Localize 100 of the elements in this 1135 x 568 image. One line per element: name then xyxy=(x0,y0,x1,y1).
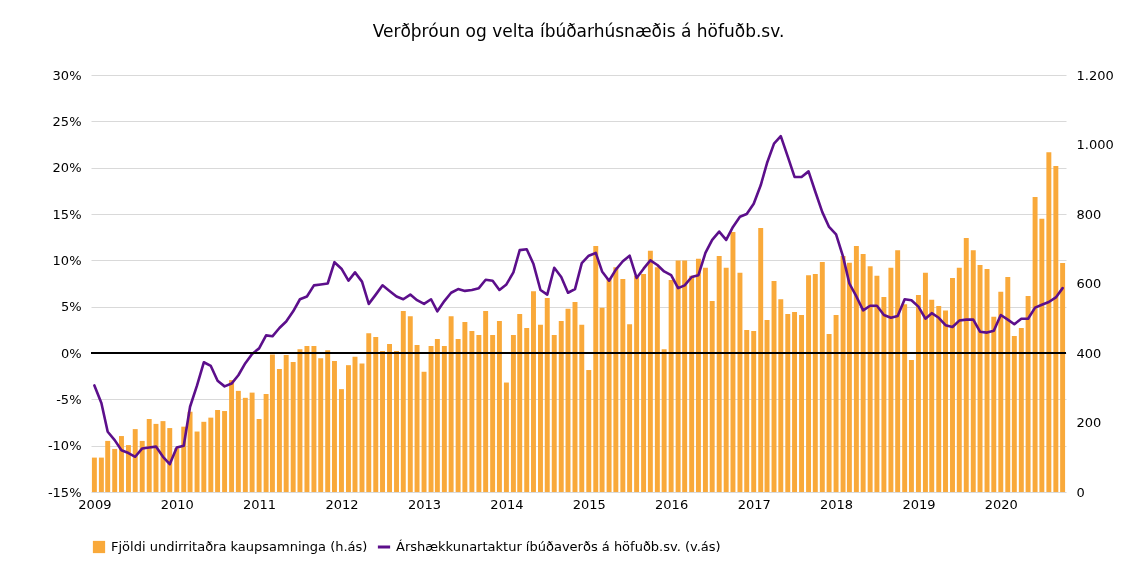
bar xyxy=(174,448,180,492)
bar xyxy=(826,333,832,492)
y2-tick-label: 400 xyxy=(1076,345,1102,361)
bar xyxy=(400,310,406,492)
bar xyxy=(414,345,420,492)
bar xyxy=(716,256,722,492)
bar xyxy=(229,380,235,492)
bar xyxy=(167,428,173,492)
bar xyxy=(407,316,413,492)
bar xyxy=(744,330,750,492)
bar xyxy=(235,390,241,492)
bar xyxy=(819,261,825,492)
bar xyxy=(806,275,812,492)
bar xyxy=(558,321,564,492)
bar xyxy=(627,324,633,492)
bar xyxy=(812,274,818,492)
bar xyxy=(950,277,955,492)
bar xyxy=(222,411,228,492)
x-tick-label: 2016 xyxy=(655,496,689,512)
bar xyxy=(661,349,667,492)
bar xyxy=(544,298,550,492)
chart-title: Verðþróun og velta íbúðarhúsnæðis á höfuðb.sv. xyxy=(372,21,785,41)
bar xyxy=(751,331,757,492)
bar xyxy=(448,316,454,492)
bar xyxy=(394,350,399,492)
line-series xyxy=(93,134,1064,466)
bar xyxy=(586,370,592,492)
y-tick-label: 0% xyxy=(60,345,82,361)
bar xyxy=(215,409,221,492)
x-tick-label: 2013 xyxy=(408,496,442,512)
bar xyxy=(654,267,660,492)
x-tick-label: 2010 xyxy=(160,496,194,512)
bar xyxy=(283,355,289,492)
y-tick-label: 25% xyxy=(52,113,82,129)
bar xyxy=(531,291,536,492)
y-tick-label: 15% xyxy=(52,206,82,222)
bar xyxy=(112,448,118,492)
bar xyxy=(641,274,647,492)
bar xyxy=(242,397,248,492)
x-tick-label: 2017 xyxy=(737,496,771,512)
bar xyxy=(538,324,543,492)
bar xyxy=(709,300,715,492)
x-tick-label: 2012 xyxy=(325,496,359,512)
bar xyxy=(758,227,764,492)
x-tick-label: 2015 xyxy=(572,496,606,512)
bar xyxy=(139,440,145,492)
y2-tick-label: 200 xyxy=(1076,415,1102,430)
bar xyxy=(970,250,976,492)
bar xyxy=(634,275,640,492)
bar xyxy=(524,327,530,492)
bar xyxy=(1060,263,1066,492)
bar xyxy=(146,419,152,492)
bar xyxy=(668,280,674,492)
bar xyxy=(881,297,887,492)
bar xyxy=(647,250,653,492)
bar xyxy=(888,267,894,492)
bar xyxy=(695,258,701,492)
bar xyxy=(792,312,798,492)
y2-tick-label: 800 xyxy=(1076,206,1102,222)
legend-label: Árshækkunartaktur íbúðaverðs á höfuðb.sv. (v.ás) xyxy=(396,539,721,554)
bar xyxy=(503,382,509,492)
bar xyxy=(915,294,921,492)
bar xyxy=(118,436,124,492)
bar xyxy=(1025,296,1031,492)
bar xyxy=(943,310,948,492)
y-tick-label: 30% xyxy=(52,67,82,83)
x-tick-label: 2011 xyxy=(243,496,277,512)
bar xyxy=(620,278,626,492)
bar xyxy=(799,315,805,492)
y-tick-label: 20% xyxy=(52,160,82,176)
bar xyxy=(1011,335,1017,492)
x-tick-label: 2018 xyxy=(820,496,854,512)
x-tick-label: 2020 xyxy=(984,496,1018,512)
bar xyxy=(490,334,496,492)
bar xyxy=(469,331,475,492)
bar xyxy=(963,237,969,492)
y2-tick-label: 1.000 xyxy=(1076,137,1114,152)
bar xyxy=(1005,276,1011,492)
bar xyxy=(908,359,914,492)
bar xyxy=(318,358,324,492)
y2-tick-label: 0 xyxy=(1076,484,1085,500)
bar xyxy=(956,267,962,492)
bar xyxy=(1018,327,1024,492)
bar xyxy=(895,250,901,492)
y2-tick-label: 600 xyxy=(1076,276,1102,291)
bar xyxy=(125,445,131,492)
bar xyxy=(256,419,262,492)
bar xyxy=(599,307,605,492)
bar xyxy=(304,346,310,492)
x-tick-label: 2014 xyxy=(490,496,524,512)
y-tick-label: 5% xyxy=(60,299,82,315)
bar xyxy=(332,360,337,492)
bar xyxy=(593,245,599,492)
bar xyxy=(785,314,791,492)
bar xyxy=(441,346,447,492)
bar xyxy=(1046,152,1052,492)
bar xyxy=(551,334,557,492)
bar xyxy=(998,291,1004,492)
bar xyxy=(187,411,193,492)
bar xyxy=(833,315,839,492)
